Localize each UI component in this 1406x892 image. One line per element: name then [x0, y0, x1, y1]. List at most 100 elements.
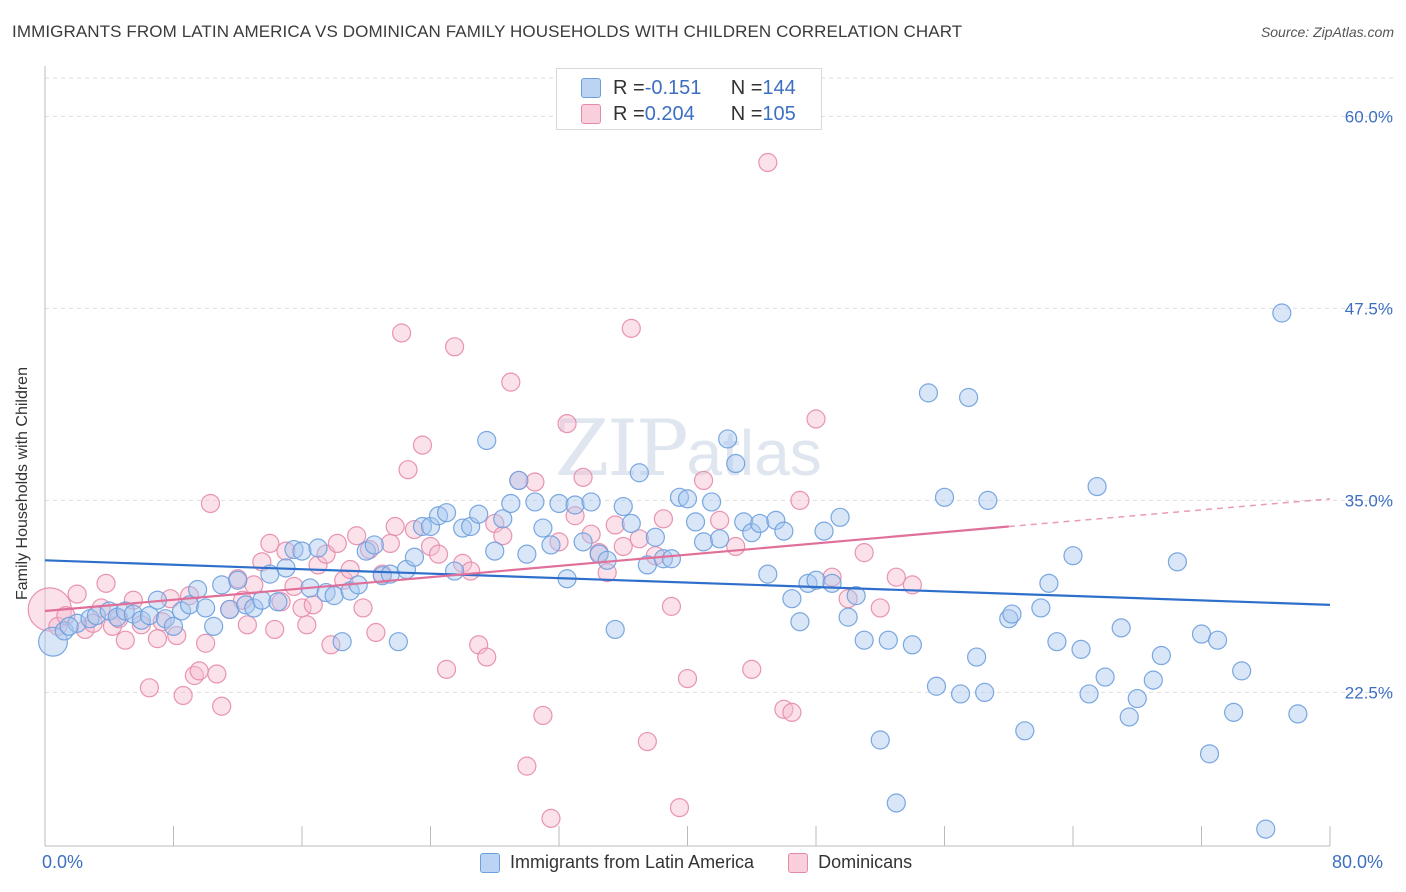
dominicans-point	[806, 409, 826, 429]
latin-america-point	[1031, 598, 1051, 618]
y-tick-label: 47.5%	[1345, 299, 1393, 318]
latin-america-point	[1232, 661, 1252, 681]
latin-america-point	[485, 541, 505, 561]
y-tick-label: 60.0%	[1345, 107, 1393, 126]
dominicans-point	[790, 490, 810, 510]
watermark-zip: ZIP	[555, 404, 688, 494]
dominicans-point	[870, 598, 890, 618]
dominicans-point	[661, 596, 682, 616]
dominicans-point	[115, 630, 135, 650]
latin-america-point	[1039, 573, 1059, 593]
latin-america-point	[902, 635, 922, 655]
latin-america-point	[1111, 618, 1131, 638]
dominicans-point	[517, 756, 537, 776]
latin-america-point	[1288, 704, 1308, 724]
latin-america-point	[621, 513, 641, 534]
latin-america-point	[196, 598, 216, 618]
latin-america-point	[565, 495, 585, 515]
dominicans-point	[573, 467, 593, 487]
latin-america-point	[645, 527, 665, 547]
legend-item-latin-america[interactable]: Immigrants from Latin America	[480, 852, 754, 873]
latin-america-point	[212, 575, 232, 595]
dominicans-point	[139, 678, 160, 698]
pink-swatch	[581, 104, 601, 124]
dominicans-point	[444, 337, 465, 357]
latin-america-point	[1256, 819, 1276, 839]
latin-america-point	[509, 470, 529, 491]
r-value-pink: 0.204	[644, 102, 695, 125]
dominicans-point	[629, 529, 649, 549]
latin-america-point	[477, 430, 497, 451]
latin-america-point	[814, 521, 834, 541]
dominicans-point	[501, 372, 521, 392]
latin-america-point	[1087, 476, 1107, 497]
dominicans-point	[260, 533, 280, 554]
dominicans-point	[391, 323, 412, 343]
latin-america-point	[710, 529, 730, 549]
latin-america-point	[693, 532, 714, 552]
stat-row-blue: R = -0.151 N = 144	[581, 75, 796, 101]
latin-america-point	[878, 630, 898, 650]
latin-america-point	[1071, 639, 1091, 659]
latin-america-point	[1079, 684, 1099, 704]
latin-america-point	[886, 793, 906, 813]
dominicans-point	[782, 702, 802, 722]
dominicans-point	[265, 619, 285, 640]
dominicans-trendline-extension	[1008, 498, 1331, 528]
latin-america-point	[661, 549, 682, 569]
latin-america-point	[1002, 604, 1022, 624]
dominicans-point	[297, 615, 317, 635]
dominicans-point	[380, 533, 400, 554]
latin-america-point	[806, 570, 826, 590]
latin-america-point	[204, 616, 224, 636]
latin-america-point	[1095, 667, 1115, 687]
latin-america-point	[453, 518, 473, 538]
latin-america-point	[1119, 707, 1139, 727]
dominicans-point	[327, 533, 347, 554]
latin-america-point	[573, 532, 593, 552]
tick-label-layer: 22.5% 35.0% 47.5% 60.0%	[1345, 107, 1393, 702]
dominicans-point	[677, 668, 698, 689]
dominicans-point	[453, 553, 473, 573]
latin-america-point	[220, 599, 240, 620]
dominicans-point	[321, 635, 341, 655]
latin-america-point	[501, 493, 521, 514]
latin-america-point	[388, 632, 408, 652]
latin-america-point	[950, 684, 971, 704]
x-tick-min: 0.0%	[42, 852, 84, 872]
dominicans-point	[196, 633, 216, 653]
correlation-legend-box: R = -0.151 N = 144 R = 0.204 N = 105	[556, 68, 822, 130]
latin-america-point	[967, 647, 987, 667]
latin-america-point	[1167, 552, 1188, 572]
y-axis-label: Family Households with Children	[14, 367, 31, 600]
latin-america-point	[1151, 645, 1171, 666]
dominicans-point	[693, 470, 714, 491]
latin-america-point	[978, 490, 998, 510]
points-layer	[27, 152, 1308, 839]
latin-america-point	[436, 503, 457, 523]
latin-america-point	[1063, 546, 1083, 566]
dominicans-trendline	[44, 525, 1009, 613]
latin-america-point	[163, 616, 184, 636]
latin-america-point	[958, 387, 979, 408]
latin-america-point	[613, 496, 633, 517]
dominicans-point	[493, 526, 513, 546]
blue-swatch	[581, 78, 601, 98]
legend-item-dominicans[interactable]: Dominicans	[788, 852, 912, 873]
watermark: ZIPatlas	[555, 404, 822, 494]
dominicans-point	[557, 414, 577, 434]
latin-america-point	[790, 612, 810, 632]
latin-america-point	[549, 493, 569, 514]
legend-label-dominicans: Dominicans	[818, 852, 913, 872]
latin-america-point	[444, 561, 465, 581]
axis-layer	[44, 66, 1331, 847]
latin-america-point	[324, 586, 344, 606]
latin-america-point	[1224, 702, 1244, 722]
latin-america-point	[975, 682, 995, 703]
latin-america-point	[292, 541, 312, 561]
bottom-legend: Immigrants from Latin America Dominicans	[480, 852, 912, 873]
latin-america-point	[830, 507, 850, 527]
latin-america-point	[412, 516, 433, 537]
latin-america-point	[493, 509, 513, 529]
